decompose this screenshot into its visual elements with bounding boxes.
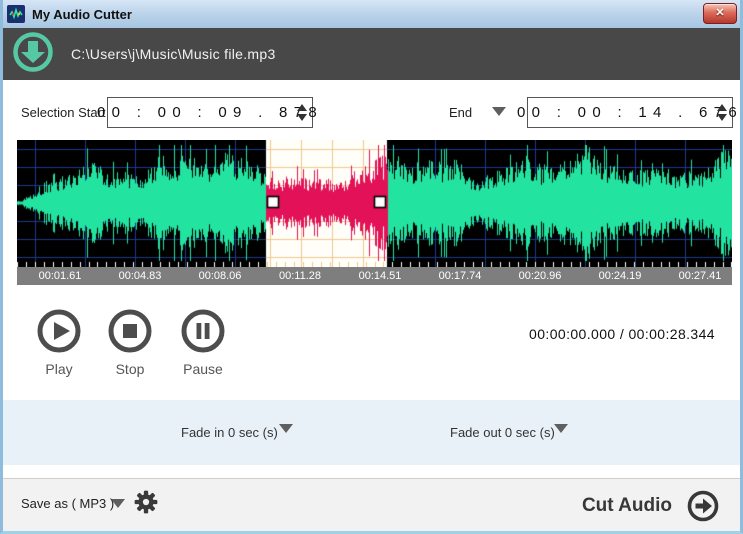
app-icon [7,5,25,23]
window-title: My Audio Cutter [32,6,132,22]
fade-out-label: Fade out 0 sec (s) [450,425,555,440]
play-button[interactable]: Play [29,308,89,377]
file-path: C:\Users\j\Music\Music file.mp3 [71,46,276,62]
fade-in-control[interactable]: Fade in 0 sec (s) [181,400,278,465]
waveform-panel: 00:01.61 00:04.83 00:08.06 00:11.28 00:14.51… [17,140,732,285]
selection-start-value: 00 : 00 : 09 . 878 [97,104,323,121]
spin-up-icon[interactable] [297,104,307,111]
footer-bar: Save as ( MP3 ) Cut Audio [3,478,740,531]
selection-start-label: Selection Start [21,105,106,120]
timeline-label: 00:24.19 [598,270,642,282]
selection-end-field[interactable]: 00 : 00 : 14 . 676 [517,97,737,128]
spin-down-icon[interactable] [717,114,727,121]
pause-icon [181,309,225,353]
fade-panel: Fade in 0 sec (s) Fade out 0 sec (s) [3,400,740,465]
timeline-label: 00:01.61 [38,270,82,282]
play-label: Play [45,361,73,377]
selection-end-label: End [449,105,473,120]
spin-up-icon[interactable] [717,104,727,111]
cut-audio-label: Cut Audio [581,494,672,516]
stop-label: Stop [115,361,145,377]
timeline-label: 00:20.96 [518,270,562,282]
timeline-label: 00:08.06 [198,270,242,282]
save-as-dropdown-icon[interactable] [111,499,125,508]
stop-button[interactable]: Stop [100,308,160,377]
pause-label: Pause [183,361,223,377]
timeline-label: 00:27.41 [678,270,722,282]
fade-in-dropdown-icon[interactable] [279,424,293,433]
titlebar[interactable]: My Audio Cutter ✕ [3,0,740,28]
file-header: C:\Users\j\Music\Music file.mp3 [3,28,740,80]
stop-icon [108,309,152,353]
timeline-label: 00:14.51 [358,270,402,282]
timeline-ruler: 00:01.61 00:04.83 00:08.06 00:11.28 00:14.51… [17,267,732,285]
timeline-label: 00:04.83 [118,270,162,282]
pause-button[interactable]: Pause [173,308,233,377]
playback-time-display: 00:00:00.000 / 00:00:28.344 [529,326,715,342]
fade-out-dropdown-icon[interactable] [554,424,568,433]
selection-start-field[interactable]: 00 : 00 : 09 . 878 [97,97,317,128]
timeline-label: 00:11.28 [278,270,321,282]
selection-start-spinner[interactable] [297,98,307,127]
play-icon [37,309,81,353]
end-dropdown-icon[interactable] [492,107,506,116]
cut-audio-button[interactable]: Cut Audio [581,479,720,531]
fade-out-control[interactable]: Fade out 0 sec (s) [450,400,555,465]
fade-in-label: Fade in 0 sec (s) [181,425,278,440]
close-icon: ✕ [715,7,725,19]
timeline-label: 00:17.74 [438,270,482,282]
cut-audio-arrow-icon [687,490,719,521]
save-as-selector[interactable]: Save as ( MP3 ) [21,496,115,511]
settings-gear-icon[interactable] [133,489,159,520]
waveform-canvas[interactable] [17,140,732,267]
open-file-icon[interactable] [11,30,55,79]
selection-end-value: 00 : 00 : 14 . 676 [517,104,743,121]
close-button[interactable]: ✕ [703,3,737,24]
spin-down-icon[interactable] [297,114,307,121]
selection-end-spinner[interactable] [717,98,727,127]
